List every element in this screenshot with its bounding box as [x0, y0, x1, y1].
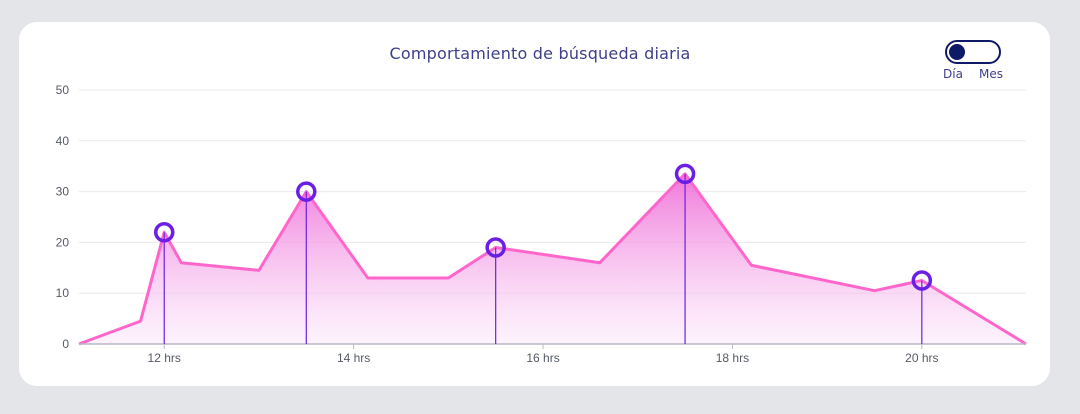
- toggle-label-day[interactable]: Día: [943, 67, 963, 81]
- area-fill: [79, 173, 1026, 344]
- x-tick-label: 14 hrs: [337, 351, 370, 365]
- y-tick-label: 0: [62, 337, 69, 351]
- y-tick-label: 20: [56, 235, 70, 249]
- toggle-knob: [949, 44, 965, 60]
- y-tick-label: 50: [56, 83, 70, 97]
- x-tick-label: 16 hrs: [526, 351, 559, 365]
- y-tick-label: 30: [56, 185, 70, 199]
- x-tick-label: 12 hrs: [148, 351, 181, 365]
- period-toggle-switch[interactable]: [945, 40, 1001, 64]
- x-tick-label: 18 hrs: [716, 351, 749, 365]
- highlight-marker: [153, 221, 175, 243]
- highlight-marker: [911, 270, 933, 291]
- y-tick-label: 40: [56, 134, 70, 148]
- highlight-marker: [485, 237, 506, 258]
- highlight-marker: [674, 163, 696, 185]
- chart-title: Comportamiento de búsqueda diaria: [389, 44, 691, 63]
- x-tick-label: 20 hrs: [905, 351, 938, 365]
- period-toggle-group: Día Mes: [940, 39, 1010, 83]
- highlight-marker: [296, 181, 317, 202]
- series-line: [78, 172, 1027, 346]
- y-tick-label: 10: [56, 286, 70, 300]
- toggle-label-month[interactable]: Mes: [979, 67, 1003, 81]
